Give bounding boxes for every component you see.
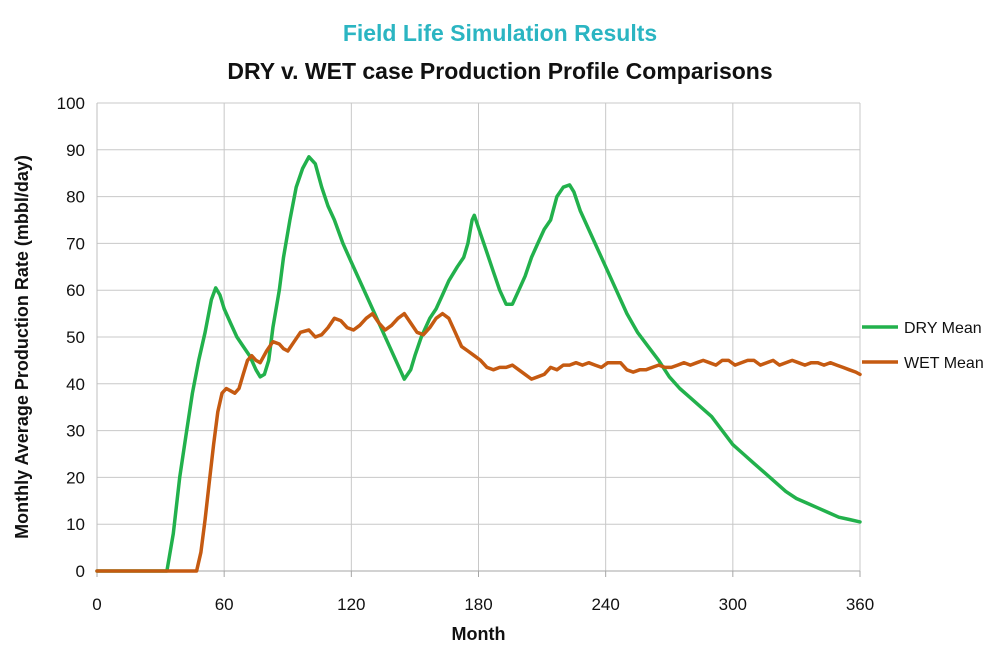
- axes: [96, 103, 861, 577]
- y-tick-label: 90: [66, 141, 85, 160]
- y-axis-label: Monthly Average Production Rate (mbbl/da…: [12, 155, 32, 539]
- legend: DRY Mean WET Mean: [862, 320, 984, 372]
- tick-labels: 0 10 20 30 40 50 60 70 80 90 100 0 60 120 180 240 300 360: [57, 94, 875, 614]
- x-tick-label: 240: [591, 595, 619, 614]
- chart-subtitle: DRY v. WET case Production Profile Compa…: [227, 58, 773, 84]
- legend-label-wet-mean: WET Mean: [904, 355, 984, 372]
- series-lines: [95, 155, 862, 573]
- x-tick-label: 300: [719, 595, 747, 614]
- x-tick-label: 60: [215, 595, 234, 614]
- legend-label-dry-mean: DRY Mean: [904, 320, 982, 337]
- y-tick-label: 100: [57, 94, 85, 113]
- x-axis-label: Month: [452, 624, 506, 644]
- x-tick-label: 360: [846, 595, 874, 614]
- y-tick-label: 50: [66, 328, 85, 347]
- chart-title: Field Life Simulation Results: [342, 20, 658, 46]
- series-line-dry-mean: [95, 155, 862, 573]
- y-tick-label: 80: [66, 188, 85, 207]
- x-tick-label: 180: [464, 595, 492, 614]
- x-tick-label: 120: [337, 595, 365, 614]
- y-tick-label: 70: [66, 234, 85, 253]
- y-tick-label: 60: [66, 281, 85, 300]
- x-tick-label: 0: [92, 595, 101, 614]
- grid-lines: [97, 102, 861, 571]
- y-tick-label: 40: [66, 375, 85, 394]
- y-tick-label: 10: [66, 515, 85, 534]
- y-tick-label: 0: [76, 562, 85, 581]
- y-tick-label: 20: [66, 468, 85, 487]
- y-tick-label: 30: [66, 422, 85, 441]
- series-line-wet-mean: [95, 311, 862, 573]
